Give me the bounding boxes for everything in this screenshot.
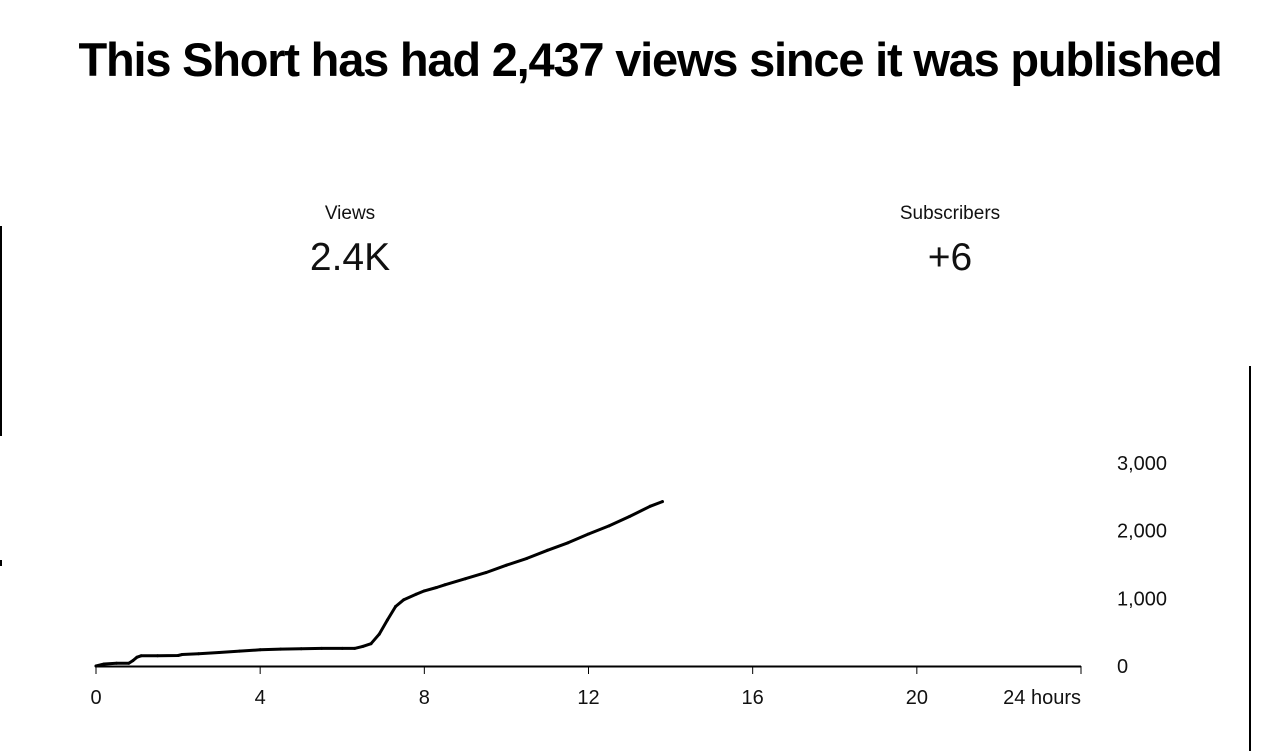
- views-line-chart: 0 4 8 12 16 20 24 hours 0 1,000 2,000 3,000: [90, 453, 1167, 709]
- x-tick-label: 24 hours: [1003, 687, 1081, 709]
- y-tick-label: 0: [1117, 656, 1128, 678]
- views-data-point: [648, 504, 652, 508]
- views-data-point: [102, 662, 106, 666]
- views-data-point: [504, 563, 508, 567]
- views-data-point: [525, 556, 529, 560]
- views-data-point: [180, 653, 184, 656]
- views-series-line: [94, 500, 664, 668]
- views-data-point: [394, 605, 398, 608]
- views-metric[interactable]: Views 2.4K: [230, 200, 470, 280]
- views-data-point: [463, 577, 467, 581]
- x-tick-label: 20: [906, 687, 928, 709]
- views-data-point: [435, 586, 439, 589]
- views-data-point: [414, 592, 418, 596]
- subscribers-label: Subscribers: [899, 203, 1001, 224]
- x-tick-label: 8: [419, 687, 430, 709]
- views-data-point: [279, 647, 283, 651]
- subscribers-metric[interactable]: Subscribers +6: [830, 200, 1070, 280]
- views-data-point: [566, 541, 570, 545]
- views-data-point: [361, 644, 365, 648]
- left-edge-divider: [0, 226, 2, 436]
- views-data-point: [139, 654, 143, 658]
- views-data-point: [377, 632, 381, 636]
- views-data-point: [320, 646, 324, 650]
- views-data-point: [607, 524, 611, 528]
- views-data-point: [484, 571, 488, 575]
- views-data-point: [131, 659, 135, 663]
- views-data-point: [217, 651, 221, 654]
- views-data-point: [385, 618, 389, 622]
- y-tick-label: 3,000: [1117, 453, 1167, 475]
- headline-title: This Short has had 2,437 views since it …: [78, 33, 1222, 86]
- y-tick-label: 2,000: [1117, 521, 1167, 543]
- views-data-point: [176, 654, 180, 657]
- views-value: 2.4K: [309, 236, 391, 279]
- views-data-point: [197, 652, 201, 656]
- views-label: Views: [324, 203, 376, 224]
- views-data-point: [135, 655, 139, 659]
- x-tick-label: 0: [90, 687, 101, 709]
- views-data-point: [340, 646, 344, 650]
- y-tick-label: 1,000: [1117, 588, 1167, 610]
- views-data-point: [422, 589, 426, 593]
- views-data-point: [115, 661, 118, 665]
- views-data-point: [587, 532, 590, 536]
- views-data-point: [402, 598, 406, 602]
- views-data-point: [660, 500, 664, 504]
- views-data-point: [628, 515, 631, 518]
- x-tick-label: 4: [255, 687, 266, 709]
- views-data-point: [369, 642, 373, 646]
- views-data-point: [258, 648, 262, 652]
- views-data-point: [94, 664, 98, 668]
- x-tick-label: 12: [577, 687, 599, 709]
- x-tick-label: 16: [742, 687, 764, 709]
- views-data-point: [127, 661, 131, 665]
- right-edge-divider: [1249, 366, 1251, 751]
- views-data-point: [156, 654, 160, 658]
- subscribers-value: +6: [927, 236, 973, 279]
- views-data-point: [238, 649, 242, 653]
- views-data-point: [546, 548, 549, 552]
- views-data-point: [353, 646, 357, 650]
- views-data-point: [443, 583, 447, 587]
- left-edge-tick: [0, 560, 2, 566]
- views-data-point: [299, 647, 303, 651]
